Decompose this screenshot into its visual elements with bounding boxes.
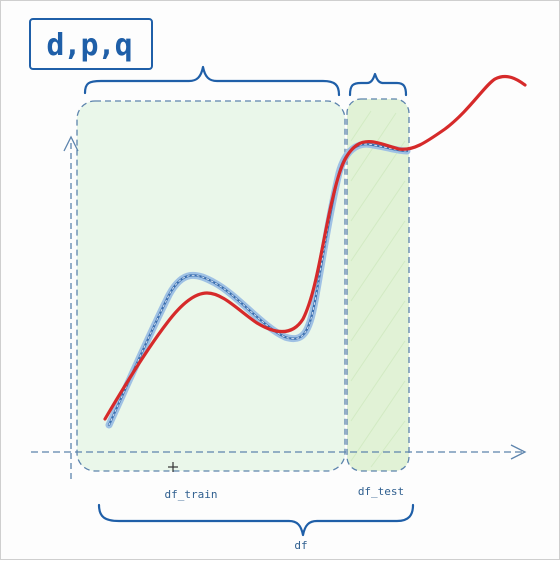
y-axis bbox=[63, 135, 79, 479]
df-label: df bbox=[294, 539, 307, 552]
actual-series-hatch bbox=[108, 143, 408, 426]
train-label: df_train bbox=[165, 488, 218, 501]
params-box bbox=[29, 18, 153, 70]
df-brace bbox=[97, 503, 415, 537]
x-axis bbox=[31, 444, 527, 460]
test-brace bbox=[348, 72, 408, 97]
train-brace bbox=[83, 65, 341, 97]
test-label: df_test bbox=[358, 485, 404, 498]
test-region bbox=[346, 98, 410, 472]
train-region bbox=[76, 100, 346, 472]
params-label: d,p,q bbox=[46, 28, 131, 63]
plus-mark bbox=[168, 462, 178, 472]
forecast-series-line bbox=[103, 74, 527, 421]
